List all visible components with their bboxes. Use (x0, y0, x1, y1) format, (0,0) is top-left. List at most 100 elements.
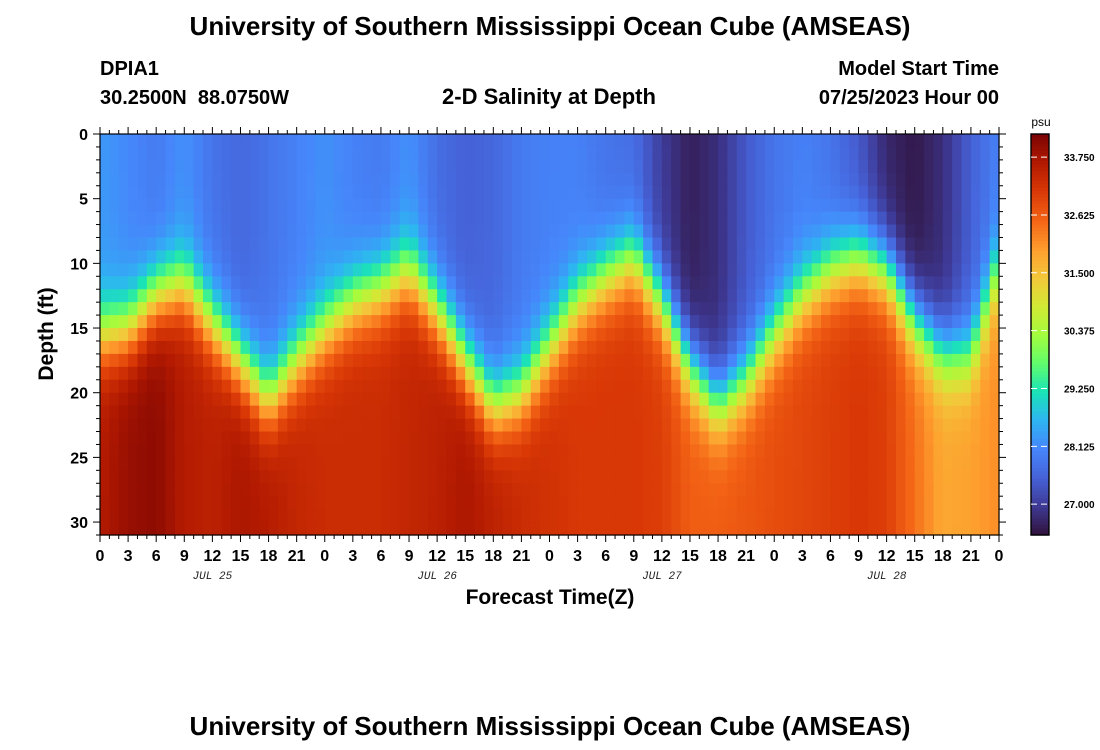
heatmap-cell (970, 289, 981, 303)
heatmap-cell (521, 315, 532, 329)
heatmap-cell (493, 198, 504, 213)
heatmap-cell (961, 328, 972, 342)
heatmap-cell (221, 159, 232, 174)
heatmap-cell (352, 302, 363, 316)
colorbar-swatch (1031, 220, 1049, 225)
heatmap-cell (334, 134, 345, 148)
colorbar-swatch (1031, 438, 1049, 443)
heatmap-cell (418, 250, 429, 264)
heatmap-cell (474, 146, 485, 161)
heatmap-cell (924, 146, 935, 161)
heatmap-cell (989, 509, 1000, 523)
heatmap-cell (128, 379, 139, 394)
heatmap-cell (427, 250, 438, 264)
heatmap-cell (624, 315, 635, 329)
heatmap-cell (568, 379, 579, 394)
heatmap-cell (137, 289, 148, 303)
heatmap-cell (530, 496, 541, 510)
heatmap-cell (474, 237, 485, 252)
heatmap-cell (746, 198, 757, 213)
heatmap-cell (221, 366, 232, 381)
heatmap-cell (746, 509, 757, 523)
heatmap-cell (652, 522, 663, 536)
heatmap-cell (877, 392, 888, 407)
heatmap-cell (661, 289, 672, 303)
heatmap-cell (296, 211, 307, 226)
heatmap-cell (764, 250, 775, 264)
heatmap-cell (334, 159, 345, 174)
heatmap-cell (792, 340, 803, 355)
heatmap-cell (596, 444, 607, 458)
heatmap-cell (455, 211, 466, 226)
heatmap-cell (970, 302, 981, 316)
heatmap-cell (811, 237, 822, 252)
heatmap-cell (895, 146, 906, 161)
heatmap-cell (605, 198, 616, 213)
heatmap-cell (802, 392, 813, 407)
heatmap-cell (652, 483, 663, 497)
heatmap-cell (783, 172, 794, 187)
heatmap-cell (446, 509, 457, 523)
heatmap-cell (783, 483, 794, 497)
heatmap-cell (605, 366, 616, 381)
heatmap-cell (586, 353, 597, 368)
heatmap-cell (184, 496, 195, 510)
heatmap-cell (970, 224, 981, 239)
heatmap-cell (886, 405, 897, 420)
heatmap-cell (137, 302, 148, 316)
heatmap-cell (792, 353, 803, 368)
heatmap-cell (718, 509, 729, 523)
heatmap-cell (699, 224, 710, 239)
heatmap-cell (858, 250, 869, 264)
heatmap-cell (633, 496, 644, 510)
heatmap-cell (212, 353, 223, 368)
heatmap-cell (858, 211, 869, 226)
heatmap-cell (512, 392, 522, 407)
heatmap-cell (493, 405, 504, 420)
heatmap-cell (615, 444, 626, 458)
heatmap-cell (877, 198, 888, 213)
heatmap-cell (530, 353, 541, 368)
heatmap-cell (952, 444, 963, 458)
heatmap-cell (231, 418, 242, 433)
heatmap-cell (268, 392, 279, 407)
heatmap-cell (615, 392, 626, 407)
heatmap-cell (221, 146, 232, 161)
heatmap-cell (306, 418, 316, 433)
heatmap-cell (427, 405, 438, 420)
heatmap-cell (961, 509, 972, 523)
heatmap-cell (802, 263, 813, 277)
heatmap-cell (615, 237, 626, 252)
heatmap-cell (437, 159, 448, 174)
heatmap-cell (661, 172, 672, 187)
heatmap-cell (203, 146, 213, 161)
colorbar-swatch (1031, 488, 1049, 493)
heatmap-cell (886, 522, 897, 536)
heatmap-cell (699, 431, 710, 446)
colorbar-swatch (1031, 317, 1049, 322)
heatmap-cell (961, 470, 972, 484)
heatmap-cell (867, 263, 878, 277)
heatmap-cell (718, 185, 729, 200)
heatmap-cell (465, 496, 476, 510)
heatmap-cell (324, 185, 335, 200)
colorbar-swatch (1031, 384, 1049, 389)
heatmap-cell (699, 366, 710, 381)
heatmap-cell (399, 522, 410, 536)
heatmap-cell (146, 340, 157, 355)
heatmap-cell (802, 366, 813, 381)
heatmap-cell (137, 457, 148, 471)
heatmap-cell (334, 224, 345, 239)
heatmap-cell (914, 289, 925, 303)
heatmap-cell (362, 302, 373, 316)
heatmap-cell (530, 263, 541, 277)
heatmap-cell (886, 496, 897, 510)
heatmap-cell (315, 379, 326, 394)
heatmap-cell (203, 328, 213, 342)
heatmap-cell (961, 185, 972, 200)
heatmap-cell (577, 392, 588, 407)
heatmap-cell (905, 134, 916, 148)
heatmap-cell (502, 431, 513, 446)
heatmap-cell (540, 159, 551, 174)
heatmap-cell (109, 146, 120, 161)
